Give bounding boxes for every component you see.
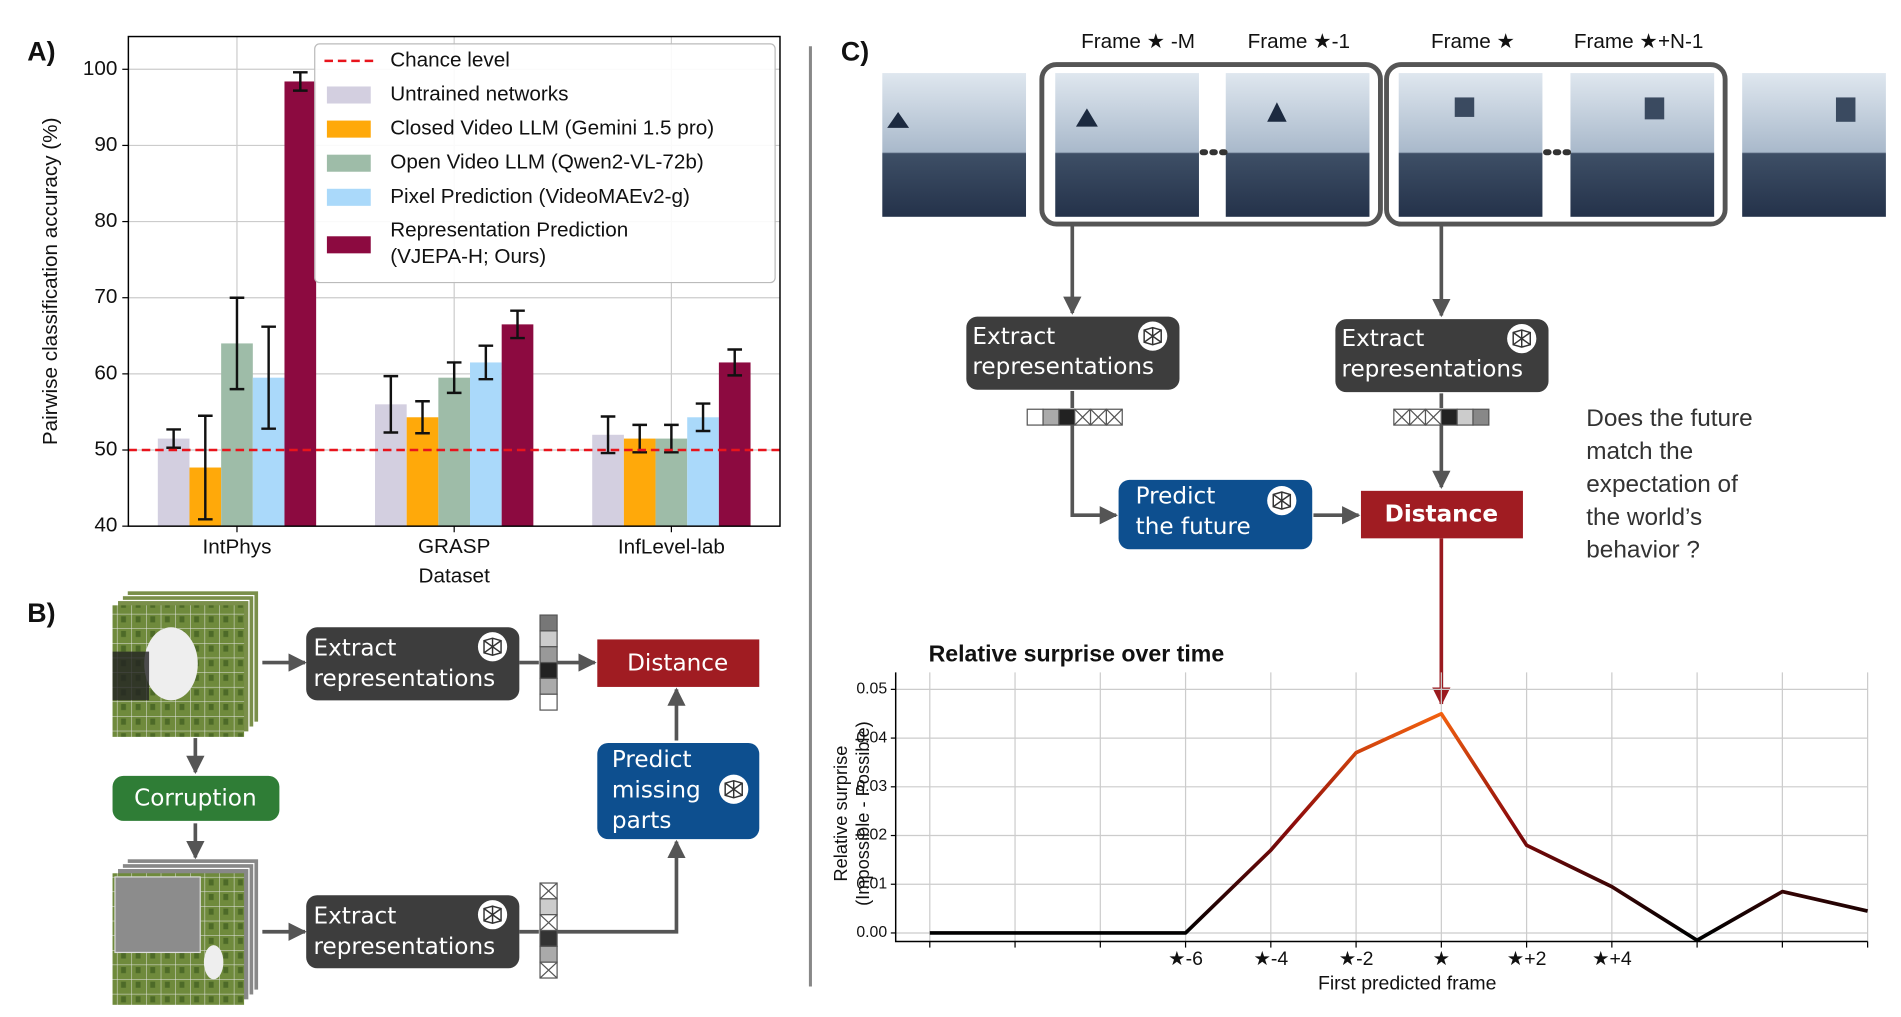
legend-frame: [314, 43, 776, 284]
line: [929, 711, 1869, 943]
tokens: [539, 614, 558, 979]
error-bar: [166, 428, 181, 449]
error-bar: [664, 423, 679, 454]
x-tick-label: ★-6: [1168, 948, 1203, 970]
error-bar: [229, 296, 245, 391]
x-tick-label: IntPhys: [202, 536, 271, 559]
x-tick-label: ★-4: [1253, 948, 1288, 970]
diagram-c: Frame ★ -M Frame ★-1 Frame ★ Frame ★+N-1…: [882, 30, 1886, 706]
box-label: Extract representations: [1341, 326, 1523, 382]
legend-swatch: [326, 120, 371, 138]
frame-label: Frame ★ -M: [1081, 30, 1195, 53]
extract-box: Extract representations: [1335, 319, 1549, 393]
box-label: Predict missing parts: [612, 747, 701, 834]
x-tick-label: ★-2: [1339, 948, 1374, 970]
extract-box: Extract representations: [306, 627, 520, 701]
legend: Chance level Untrained networks Closed Vid…: [314, 43, 776, 284]
box-label: Distance: [627, 650, 728, 676]
image-stack: [112, 858, 260, 1005]
legend-label: Representation Prediction (VJEPA-H; Ours): [390, 219, 628, 269]
error-bar: [510, 309, 525, 340]
box-label: Corruption: [134, 785, 257, 811]
y-axis-label: Pairwise classification accuracy (%): [39, 118, 62, 446]
bar: [470, 362, 502, 527]
error-bar: [415, 400, 430, 435]
y-tick-label: 40: [94, 514, 117, 537]
y-tick-label: 90: [94, 133, 117, 156]
distance-box: Distance: [597, 639, 760, 687]
x-tick-label: ★+4: [1592, 948, 1632, 970]
x-tick-label: ★+2: [1507, 948, 1547, 970]
y-tick-label: 50: [94, 437, 117, 460]
image-stack: [112, 590, 260, 737]
box-label: Extract representations: [314, 635, 496, 691]
axes-frame: [127, 35, 781, 527]
box-label: Extract representations: [314, 903, 496, 959]
y-tick-label: 100: [83, 57, 118, 80]
bar: [406, 417, 439, 527]
bar: [501, 324, 534, 527]
y-tick-label: 80: [94, 209, 117, 232]
x-tick-label: InfLevel-lab: [618, 536, 725, 559]
bar: [438, 377, 471, 527]
frame-label: Frame ★+N-1: [1574, 30, 1703, 53]
predict-box: Predict the future: [1118, 479, 1313, 550]
y-axis-label: Relative surprise(Impossible - Possible): [830, 721, 873, 906]
y-tick-label: 60: [94, 361, 117, 384]
y-tick-label: 0.05: [856, 681, 887, 698]
panel-label: C): [841, 37, 869, 67]
error-bar: [632, 423, 648, 454]
frame-label: Frame ★: [1431, 30, 1515, 53]
legend-swatch: [326, 154, 371, 172]
x-tick-label: GRASP Dataset: [418, 536, 490, 588]
box-label: Extract representations: [972, 323, 1154, 379]
legend-label: Pixel Prediction (VideoMAEv2-g): [390, 185, 690, 208]
y-tick-label: 70: [94, 285, 117, 308]
distance-box: Distance: [1360, 490, 1523, 539]
question: Does the future match the expectation of th…: [1586, 406, 1752, 565]
legend-swatch: [326, 188, 371, 206]
panel-label: A): [27, 37, 55, 67]
x-tick-label: ★: [1433, 948, 1450, 970]
diagram-b: Extract representations Extract representa…: [112, 590, 760, 1005]
error-bar: [198, 414, 213, 521]
bar: [284, 81, 317, 527]
extract-box: Extract representations: [306, 895, 520, 969]
chart-title: Relative surprise over time: [929, 640, 1225, 666]
legend-label: Closed Video LLM (Gemini 1.5 pro): [390, 117, 714, 140]
error-bar: [293, 71, 308, 92]
y-tick-label: 0.00: [856, 924, 887, 941]
corruption-box: Corruption: [112, 775, 280, 821]
box-label: Distance: [1385, 502, 1498, 528]
error-bar: [695, 402, 711, 433]
frames: [882, 62, 1886, 227]
error-bar: [383, 374, 399, 434]
y-tick-label: 0.04: [856, 729, 887, 746]
predict-box: Predict missing parts: [597, 742, 760, 840]
bar: [687, 417, 719, 527]
box-label: Predict the future: [1136, 483, 1251, 539]
tokens: [1026, 408, 1490, 426]
error-bar: [261, 325, 276, 430]
x-axis-label: First predicted frame: [1318, 972, 1497, 994]
error-bar: [478, 344, 494, 381]
legend-label: Open Video LLM (Qwen2-VL-72b): [390, 151, 704, 174]
legend-swatch: [326, 86, 371, 104]
legend-label: Chance level: [390, 48, 510, 71]
bar: [157, 438, 190, 527]
legend-swatch: [326, 236, 371, 254]
y-tick-label: 0.03: [856, 778, 887, 795]
y-tick-label: 0.02: [856, 827, 887, 844]
bar: [718, 362, 751, 527]
y-tick-label: 0.01: [856, 875, 887, 892]
legend-label: Untrained networks: [390, 82, 568, 105]
error-bar: [446, 361, 462, 395]
extract-box: Extract representations: [966, 316, 1180, 390]
error-bar: [600, 415, 616, 455]
axes-frame: [894, 672, 1868, 943]
panel-label: B): [27, 598, 55, 628]
frame-label: Frame ★-1: [1248, 30, 1350, 53]
error-bar: [727, 348, 743, 377]
